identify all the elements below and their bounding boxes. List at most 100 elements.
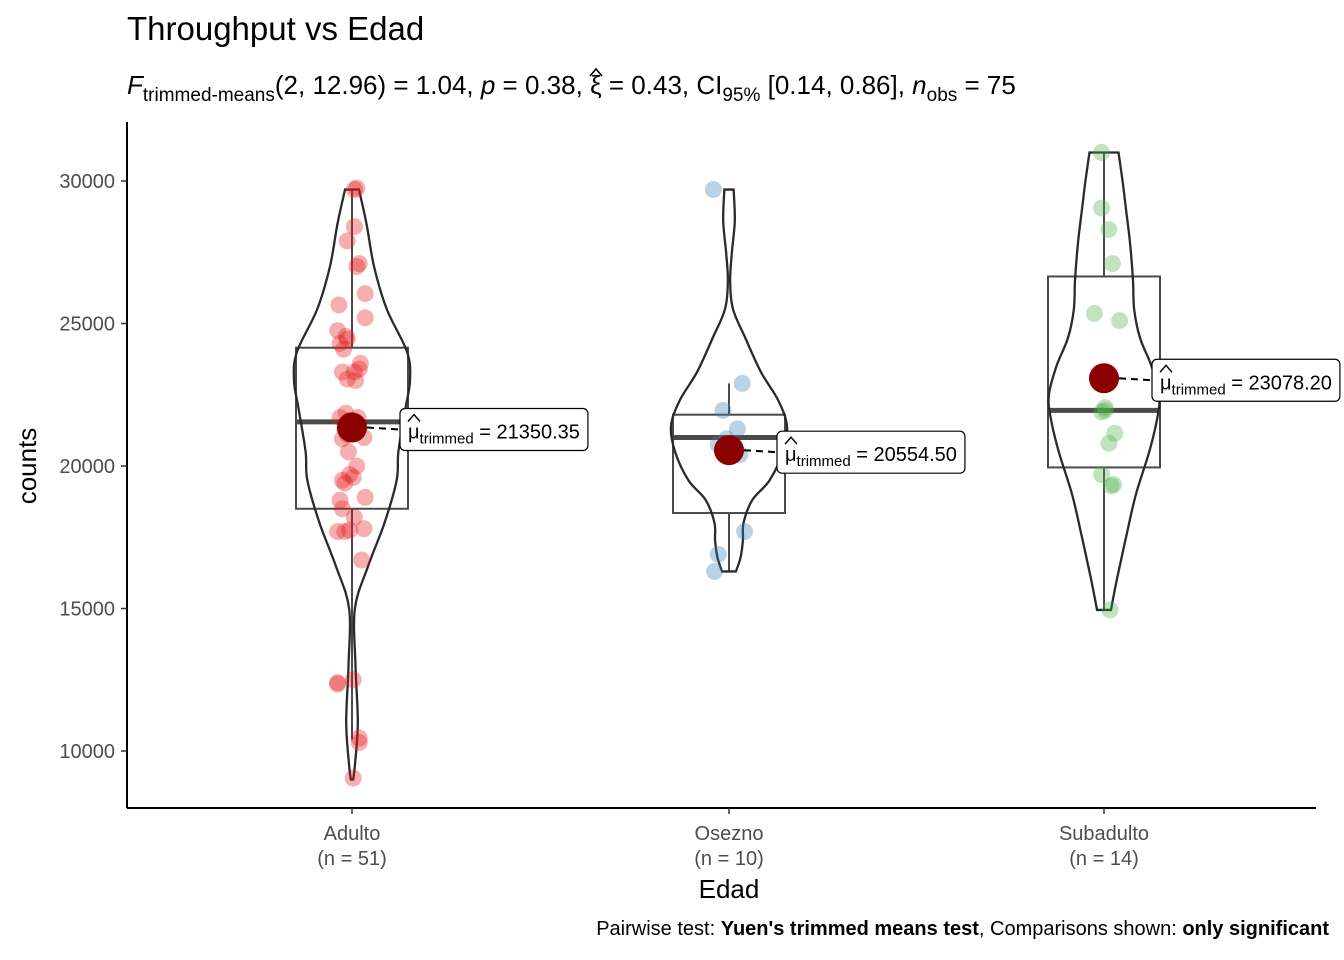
data-point [1101, 601, 1119, 619]
data-point [350, 360, 368, 378]
stat-value: = 1.04, [386, 70, 481, 100]
data-point [706, 562, 724, 580]
p-value: = 0.38, [495, 70, 590, 100]
chart-subtitle: Ftrimmed-means(2, 12.96) = 1.04, p = 0.3… [127, 70, 1016, 106]
mean-label-box [1151, 358, 1341, 402]
mean-hat-mark [1159, 364, 1173, 373]
data-point [329, 675, 347, 693]
mean-subscript: trimmed [420, 431, 474, 448]
caption-mid: , Comparisons shown: [979, 918, 1182, 940]
mean-label-box [776, 430, 966, 474]
data-point [345, 181, 363, 199]
group-adulto: μtrimmed = 21350.35 [292, 179, 589, 787]
data-point [704, 181, 722, 199]
stat-name: F [127, 70, 145, 100]
mean-label-text: μtrimmed = 21350.35 [408, 422, 580, 448]
data-point [1105, 476, 1123, 494]
mean-value: = 21350.35 [474, 422, 580, 444]
data-point [345, 363, 363, 381]
data-point [330, 296, 348, 314]
data-point [1102, 477, 1120, 495]
x-tick-n-label: (n = 51) [317, 848, 386, 870]
data-point [356, 309, 374, 327]
data-point [1111, 312, 1129, 330]
y-tick-label: 30000 [59, 171, 115, 193]
data-point [1093, 466, 1111, 484]
data-point [341, 466, 359, 484]
data-point [1093, 144, 1111, 161]
data-point [339, 443, 357, 461]
mean-hat-mark [784, 436, 798, 445]
data-point [353, 551, 371, 569]
x-axis-title: Edad [699, 874, 760, 904]
caption-test: Yuen's trimmed means test [721, 918, 980, 940]
data-point [338, 330, 356, 348]
data-point [355, 520, 373, 538]
n-label: n [912, 70, 926, 100]
data-point [344, 671, 362, 689]
x-axis-ticks: Adulto (n = 51) Osezno (n = 10) Subadulto (n … [317, 808, 1149, 870]
mean-label: μtrimmed = 21350.35 [399, 407, 589, 452]
ci-subscript: 95% [722, 85, 760, 106]
mean-value: = 23078.20 [1226, 372, 1332, 394]
data-point [336, 474, 354, 492]
data-point [733, 374, 751, 392]
mean-label: μtrimmed = 23078.20 [1151, 358, 1341, 402]
y-axis-ticks: 10000 15000 20000 25000 30000 [59, 171, 127, 763]
effect-value: = 0.43, CI [602, 70, 723, 100]
data-point [329, 322, 347, 340]
caption-prefix: Pairwise test: [596, 918, 720, 940]
data-point [329, 674, 347, 692]
group-subadulto: μtrimmed = 23078.20 [1047, 144, 1341, 619]
data-point [1093, 403, 1111, 421]
mean-hat-mark [407, 413, 421, 422]
data-point [344, 769, 362, 787]
trimmed-mean-point [714, 435, 744, 466]
data-point [1085, 305, 1103, 323]
x-tick-label: Adulto [324, 823, 381, 845]
data-point [1096, 401, 1114, 419]
mean-label-connector [1118, 377, 1153, 382]
y-tick-label: 10000 [59, 741, 115, 763]
p-label: p [480, 70, 495, 100]
mean-label-connector [743, 449, 778, 454]
mean-label-connector [366, 426, 401, 431]
data-point [331, 334, 349, 352]
data-point [341, 521, 359, 539]
data-point [728, 420, 746, 438]
data-point [348, 179, 366, 197]
caption: Pairwise test: Yuen's trimmed means test… [596, 918, 1329, 940]
data-point [1103, 255, 1121, 273]
data-point [736, 523, 754, 541]
violin [292, 188, 412, 781]
trimmed-mean-point [337, 412, 367, 443]
data-point [337, 327, 355, 345]
x-tick-n-label: (n = 10) [694, 848, 763, 870]
data-point [1093, 199, 1111, 217]
data-point [714, 401, 732, 419]
violin [669, 188, 789, 573]
data-point [347, 372, 365, 389]
data-point [344, 468, 362, 486]
stat-subscript: trimmed-means [143, 85, 275, 106]
y-tick-label: 15000 [59, 599, 115, 621]
y-axis-title: counts [12, 428, 42, 505]
caption-shown: only significant [1182, 918, 1329, 940]
data-point [1100, 434, 1118, 452]
chart-title: Throughput vs Edad [127, 10, 424, 47]
data-point [336, 523, 354, 541]
x-tick-n-label: (n = 14) [1069, 848, 1138, 870]
trimmed-mean-point [1089, 363, 1119, 394]
mean-label-text: μtrimmed = 20554.50 [785, 444, 957, 470]
data-point [351, 354, 369, 372]
data-point [335, 340, 353, 358]
data-point [333, 363, 351, 381]
mean-subscript: trimmed [797, 453, 851, 470]
effect-hat-mark [589, 67, 603, 77]
mean-symbol: μ [1160, 372, 1172, 394]
data-point [356, 488, 374, 506]
n-value: = 75 [957, 70, 1016, 100]
data-point [1096, 399, 1114, 417]
